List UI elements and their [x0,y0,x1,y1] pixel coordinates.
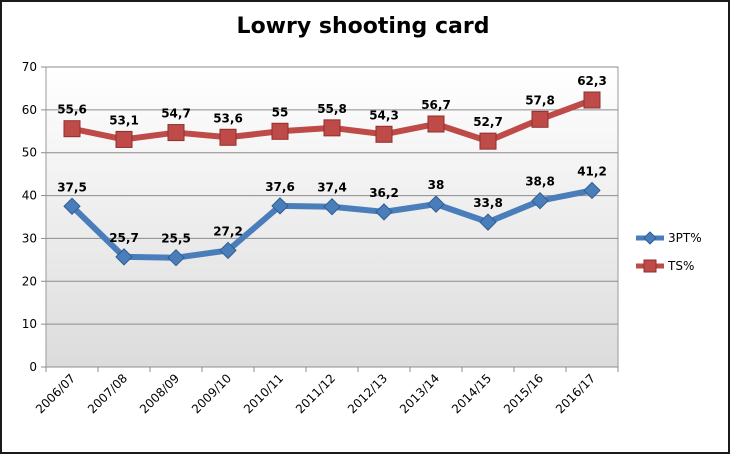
data-label: 37,6 [265,180,295,194]
x-tick-label: 2014/15 [449,371,494,416]
y-tick-label: 20 [22,274,37,288]
y-tick-label: 30 [22,231,37,245]
data-label: 38 [428,178,445,192]
data-label: 62,3 [577,74,607,88]
data-label: 54,7 [161,107,191,121]
data-label: 52,7 [473,115,503,129]
y-tick-label: 40 [22,189,37,203]
y-tick-label: 10 [22,317,37,331]
data-point-3PT% [167,249,185,267]
data-point-3PT% [375,203,393,221]
legend-label-3PT%: 3PT% [668,231,702,245]
y-tick-label: 60 [22,103,37,117]
y-tick-label: 50 [22,146,37,160]
data-point-3PT% [479,213,497,231]
data-point-3PT% [427,195,445,213]
data-label: 55 [272,105,289,119]
x-tick-label: 2013/14 [397,371,442,416]
data-label: 57,8 [525,93,555,107]
data-point-3PT% [115,248,133,266]
y-tick-label: 70 [22,60,37,74]
data-label: 25,7 [109,231,139,245]
data-point-3PT% [63,197,81,215]
x-tick-label: 2009/10 [189,371,234,416]
data-point-3PT% [583,181,601,200]
x-tick-label: 2016/17 [553,371,598,416]
chart-title: Lowry shooting card [236,14,490,39]
data-point-3PT% [271,197,289,215]
data-point-TS% [271,122,289,140]
data-label: 54,3 [369,108,399,122]
data-label: 55,6 [57,103,87,117]
data-label: 53,1 [109,113,139,127]
data-point-TS% [63,120,81,138]
x-tick-label: 2011/12 [293,371,338,416]
x-tick-label: 2010/11 [241,371,286,416]
data-point-TS% [375,125,393,143]
data-label: 38,8 [525,175,555,189]
x-tick-label: 2008/09 [137,371,182,416]
data-label: 55,8 [317,102,347,116]
legend-marker-3PT% [643,231,657,245]
data-point-TS% [115,130,133,148]
x-tick-label: 2015/16 [501,371,546,416]
data-label: 27,2 [213,224,243,238]
data-label: 41,2 [577,164,607,178]
x-tick-label: 2006/07 [33,371,78,416]
legend-marker-TS% [643,259,657,273]
x-tick-label: 2012/13 [345,371,390,416]
data-point-3PT% [323,198,341,216]
data-point-TS% [167,124,185,142]
legend-label-TS%: TS% [667,259,694,273]
data-label: 37,4 [317,181,347,195]
data-point-3PT% [219,241,237,260]
data-point-TS% [479,132,497,150]
data-label: 37,5 [57,180,87,194]
data-label: 56,7 [421,98,451,112]
data-label: 25,5 [161,232,191,246]
data-label: 36,2 [369,186,399,200]
data-point-TS% [427,115,445,133]
data-label: 33,8 [473,196,503,210]
y-tick-label: 0 [29,360,37,374]
data-point-3PT% [531,192,549,210]
x-tick-label: 2007/08 [85,371,130,416]
data-point-TS% [583,91,601,109]
data-point-TS% [531,110,549,128]
data-point-TS% [219,128,237,146]
data-point-TS% [323,119,341,137]
data-label: 53,6 [213,111,243,125]
